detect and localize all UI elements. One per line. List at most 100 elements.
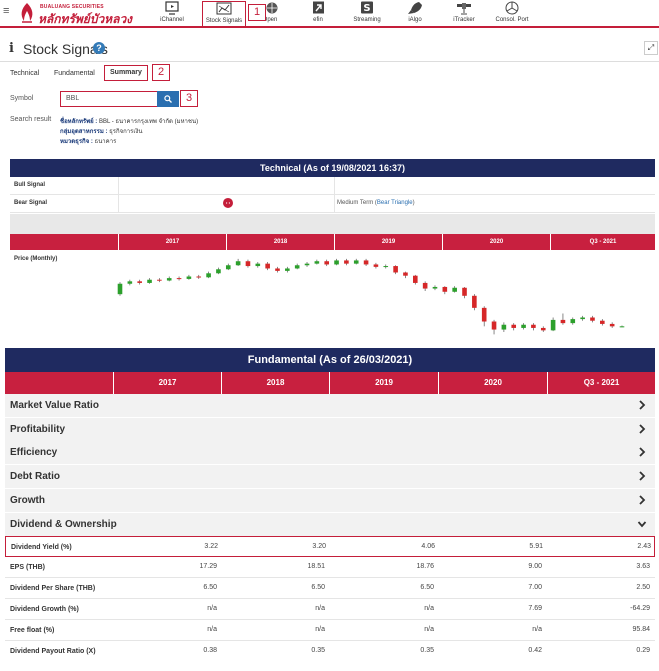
fundamental-header: Fundamental (As of 26/03/2021) — [5, 348, 655, 372]
bear-term-suffix: ) — [412, 200, 415, 206]
row-label: Dividend Per Share (THB) — [10, 585, 96, 592]
fundamental-year-header: 2017 2018 2019 2020 Q3 - 2021 — [5, 372, 655, 394]
price-candlestick-chart — [117, 258, 625, 335]
sr-key: ชื่อหลักทรัพย์ : — [60, 119, 98, 125]
candle-body — [216, 269, 221, 274]
candle — [304, 262, 310, 267]
candle — [580, 315, 585, 321]
tab-summary[interactable]: Summary — [104, 65, 148, 81]
row-value: n/a — [424, 605, 434, 612]
monitor-icon — [165, 1, 179, 15]
bear-term-text: Medium Term (Bear Triangle) — [337, 200, 415, 206]
candle-body — [590, 317, 595, 321]
search-button[interactable] — [157, 91, 179, 107]
nav-consol-port[interactable]: Consol. Port — [485, 1, 539, 27]
nav-ialgo[interactable]: iAlgo — [388, 1, 442, 27]
candle-body — [412, 275, 418, 283]
row-value: 7.69 — [528, 605, 542, 612]
candle-body — [609, 323, 615, 327]
callout-3: 3 — [180, 90, 198, 107]
section-dividend-ownership[interactable]: Dividend & Ownership — [5, 513, 655, 537]
help-icon[interactable]: ? — [93, 42, 105, 54]
price-monthly-label: Price (Monthly) — [14, 256, 58, 262]
bear-signal-row: Bear Signal Medium Term (Bear Triangle) — [10, 195, 655, 213]
row-dividend-yield: Dividend Yield (%) 3.22 3.20 4.06 5.91 2… — [5, 536, 655, 557]
candle-body — [383, 266, 389, 268]
candle — [363, 258, 369, 267]
row-label: Dividend Growth (%) — [10, 606, 79, 613]
candle-body — [225, 265, 231, 270]
year-col: 2020 — [438, 372, 547, 394]
nav-efin[interactable]: efin — [291, 1, 345, 27]
candle-body — [334, 260, 339, 265]
svg-text:S: S — [363, 3, 370, 14]
row-label: Dividend Yield (%) — [11, 544, 72, 551]
nav-label: iChannel — [160, 17, 184, 23]
candle-body — [147, 279, 152, 283]
section-profitability[interactable]: Profitability — [5, 418, 655, 442]
candle — [540, 326, 546, 332]
section-growth[interactable]: Growth — [5, 489, 655, 513]
candle-body — [127, 281, 133, 284]
nav-itracker[interactable]: iTracker — [437, 1, 491, 27]
candle-body — [304, 263, 310, 266]
candle-body — [501, 324, 507, 330]
row-value: 7.00 — [528, 584, 542, 591]
nav-stock-signals[interactable]: Stock Signals — [202, 1, 246, 27]
row-value: 18.76 — [416, 563, 434, 570]
bear-triangle-link[interactable]: Bear Triangle — [376, 200, 413, 206]
nav-ichannel[interactable]: iChannel — [145, 1, 199, 27]
candle — [491, 319, 497, 335]
section-market-value-ratio[interactable]: Market Value Ratio — [5, 394, 655, 418]
candle-body — [452, 287, 457, 292]
logo[interactable]: BUALUANG SECURITIES หลักทรัพย์บัวหลวง — [18, 2, 138, 26]
tab-technical[interactable]: Technical — [10, 70, 40, 77]
candle — [127, 279, 133, 286]
row-value: 0.35 — [311, 647, 325, 654]
section-efficiency[interactable]: Efficiency — [5, 441, 655, 465]
row-value: 95.84 — [632, 626, 650, 633]
bear-icon — [223, 198, 233, 208]
s-box-icon: S — [361, 1, 373, 14]
bull-signal-cell — [118, 177, 335, 195]
candle — [472, 294, 477, 311]
candle — [157, 278, 162, 283]
candle-body — [137, 281, 142, 283]
expand-icon[interactable]: ⤢ — [644, 41, 658, 55]
row-dividend-payout-ratio: Dividend Payout Ratio (X) 0.38 0.35 0.35… — [5, 641, 655, 671]
tab-fundamental[interactable]: Fundamental — [54, 70, 95, 77]
candle-body — [157, 279, 162, 281]
nav-label: Consol. Port — [495, 17, 529, 23]
candle-body — [550, 319, 556, 331]
menu-icon[interactable]: ≡ — [3, 5, 10, 17]
nav-open[interactable]: Open — [243, 1, 297, 27]
search-result-line: ชื่อหลักทรัพย์ : BBL - ธนาคารกรุงเทพ จำก… — [60, 116, 198, 126]
candle — [422, 281, 428, 291]
nav-label: Open — [262, 17, 278, 23]
sr-key: กลุ่มอุตสาหกรรม : — [60, 129, 108, 135]
bull-signal-row: Bull Signal — [10, 177, 655, 195]
brand-small-text: BUALUANG SECURITIES — [40, 4, 104, 10]
candle-body — [600, 320, 605, 324]
section-debt-ratio[interactable]: Debt Ratio — [5, 465, 655, 489]
candle-body — [570, 319, 576, 324]
symbol-input[interactable]: BBL — [60, 91, 158, 107]
arrow-box-icon — [313, 1, 324, 14]
candle — [570, 317, 576, 325]
year-col: Q3 - 2021 — [547, 372, 655, 394]
candle — [294, 263, 300, 270]
year-col: Q3 - 2021 — [550, 234, 655, 250]
candle — [344, 258, 349, 266]
nav-streaming[interactable]: S Streaming — [340, 1, 394, 27]
sr-key: หมวดธุรกิจ : — [60, 139, 93, 145]
candle — [186, 274, 192, 280]
candle — [481, 306, 487, 327]
candle — [314, 259, 320, 265]
search-result-line: กลุ่มอุตสาหกรรม : ธุรกิจการเงิน — [60, 126, 142, 136]
row-value: 5.91 — [529, 543, 543, 550]
chevron-down-icon — [637, 521, 647, 528]
candle-body — [462, 287, 467, 296]
row-value: 2.50 — [636, 584, 650, 591]
candle-body — [560, 319, 566, 324]
candle-body — [176, 278, 182, 280]
